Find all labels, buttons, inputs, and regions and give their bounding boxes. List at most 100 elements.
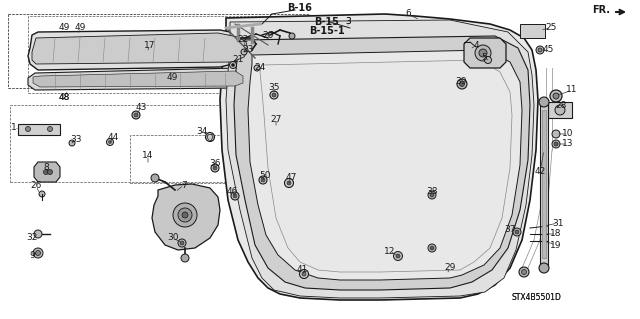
Circle shape bbox=[536, 46, 544, 54]
Bar bbox=[18, 124, 60, 135]
Circle shape bbox=[181, 254, 189, 262]
Text: 13: 13 bbox=[563, 139, 573, 149]
Polygon shape bbox=[234, 36, 530, 290]
Text: 36: 36 bbox=[209, 159, 221, 167]
Bar bbox=[540, 100, 548, 268]
Text: B-16: B-16 bbox=[287, 3, 312, 13]
Circle shape bbox=[34, 230, 42, 238]
Circle shape bbox=[35, 250, 40, 256]
Text: 1: 1 bbox=[11, 123, 17, 132]
Text: 48: 48 bbox=[58, 93, 70, 102]
Circle shape bbox=[484, 56, 492, 63]
Circle shape bbox=[230, 62, 237, 69]
Text: 28: 28 bbox=[556, 100, 566, 109]
Circle shape bbox=[522, 270, 527, 275]
Bar bbox=[548, 102, 572, 118]
Text: 43: 43 bbox=[135, 103, 147, 113]
Circle shape bbox=[460, 81, 465, 86]
Bar bbox=[520, 24, 545, 38]
Circle shape bbox=[39, 191, 45, 197]
Text: 19: 19 bbox=[550, 241, 562, 249]
Circle shape bbox=[69, 140, 75, 146]
Text: FR.: FR. bbox=[592, 5, 610, 15]
Bar bbox=[542, 110, 546, 258]
Circle shape bbox=[515, 230, 519, 234]
Text: 25: 25 bbox=[545, 24, 557, 33]
Circle shape bbox=[553, 93, 559, 99]
Circle shape bbox=[106, 138, 113, 145]
Text: B-15: B-15 bbox=[315, 17, 339, 27]
Circle shape bbox=[205, 132, 214, 142]
Polygon shape bbox=[33, 71, 243, 87]
Circle shape bbox=[109, 140, 111, 144]
Text: 9: 9 bbox=[29, 251, 35, 261]
Text: 35: 35 bbox=[268, 83, 280, 92]
Text: 46: 46 bbox=[227, 188, 237, 197]
Circle shape bbox=[132, 111, 140, 119]
Circle shape bbox=[532, 25, 542, 35]
Polygon shape bbox=[464, 38, 506, 68]
Circle shape bbox=[232, 63, 234, 66]
Text: STX4B5501D: STX4B5501D bbox=[511, 293, 561, 302]
Text: 34: 34 bbox=[196, 127, 208, 136]
Text: 12: 12 bbox=[384, 247, 396, 256]
Text: 41: 41 bbox=[296, 265, 308, 275]
Circle shape bbox=[178, 208, 192, 222]
Circle shape bbox=[394, 251, 403, 261]
Circle shape bbox=[259, 176, 267, 184]
Circle shape bbox=[428, 191, 436, 199]
Circle shape bbox=[272, 93, 276, 97]
Circle shape bbox=[396, 254, 400, 258]
Bar bbox=[28, 16, 310, 93]
Text: 47: 47 bbox=[285, 174, 297, 182]
Text: B-15-1: B-15-1 bbox=[309, 26, 345, 36]
Text: 26: 26 bbox=[30, 182, 42, 190]
Text: 30: 30 bbox=[167, 234, 179, 242]
Circle shape bbox=[261, 178, 265, 182]
Text: 48: 48 bbox=[58, 93, 70, 102]
Polygon shape bbox=[28, 68, 248, 90]
Circle shape bbox=[173, 203, 197, 227]
Circle shape bbox=[233, 194, 237, 198]
Text: 22: 22 bbox=[237, 35, 248, 44]
Text: 32: 32 bbox=[26, 234, 38, 242]
Text: 23: 23 bbox=[243, 46, 253, 55]
Text: 21: 21 bbox=[232, 56, 244, 64]
Text: 4: 4 bbox=[473, 41, 479, 49]
Circle shape bbox=[519, 267, 529, 277]
Text: 27: 27 bbox=[270, 115, 282, 123]
Circle shape bbox=[539, 263, 549, 273]
Circle shape bbox=[231, 192, 239, 200]
Text: 49: 49 bbox=[58, 24, 70, 33]
Circle shape bbox=[287, 181, 291, 185]
Text: 50: 50 bbox=[259, 172, 271, 181]
Circle shape bbox=[550, 90, 562, 102]
Text: 49: 49 bbox=[74, 24, 86, 33]
Circle shape bbox=[285, 179, 294, 188]
Circle shape bbox=[182, 212, 188, 218]
Circle shape bbox=[151, 174, 159, 182]
Circle shape bbox=[428, 244, 436, 252]
Circle shape bbox=[47, 127, 52, 131]
Circle shape bbox=[213, 166, 217, 170]
Polygon shape bbox=[32, 33, 248, 64]
Circle shape bbox=[457, 79, 467, 89]
Text: 3: 3 bbox=[345, 18, 351, 26]
Text: 31: 31 bbox=[552, 219, 564, 227]
Text: 3: 3 bbox=[345, 18, 351, 26]
Polygon shape bbox=[220, 14, 538, 300]
Circle shape bbox=[430, 193, 434, 197]
Circle shape bbox=[47, 169, 52, 174]
Circle shape bbox=[552, 140, 560, 148]
Text: 44: 44 bbox=[108, 133, 118, 143]
Circle shape bbox=[241, 49, 247, 55]
Circle shape bbox=[539, 97, 549, 107]
Circle shape bbox=[44, 169, 49, 174]
Text: 5: 5 bbox=[481, 53, 487, 62]
Text: 11: 11 bbox=[566, 85, 578, 94]
Circle shape bbox=[270, 91, 278, 99]
Circle shape bbox=[180, 241, 184, 245]
Polygon shape bbox=[34, 162, 60, 182]
Circle shape bbox=[475, 45, 491, 61]
Text: 14: 14 bbox=[142, 151, 154, 160]
